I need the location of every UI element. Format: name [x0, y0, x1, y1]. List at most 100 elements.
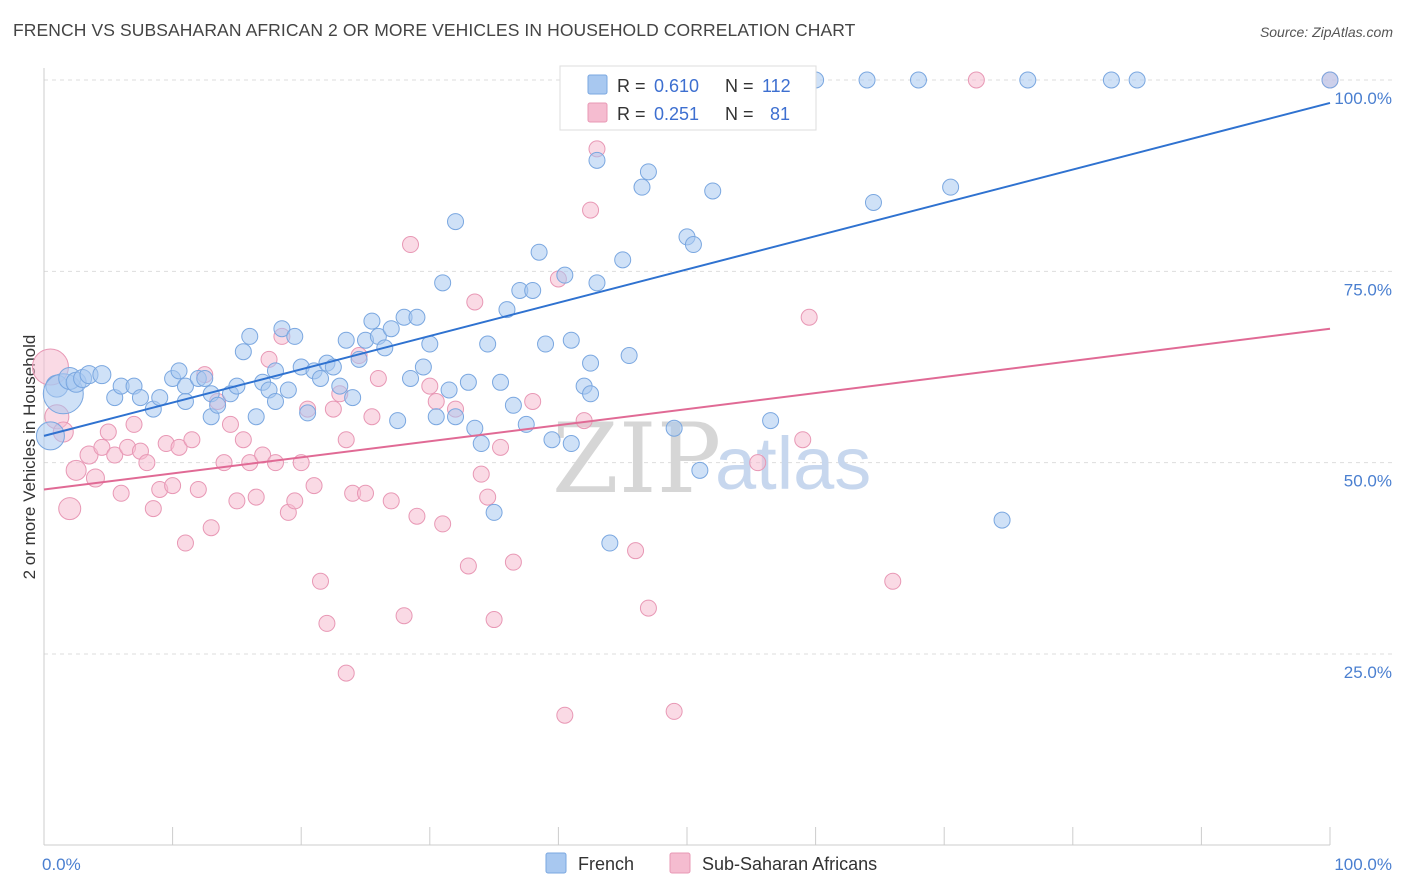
french-point	[286, 327, 304, 345]
french-point	[241, 327, 259, 345]
african-point	[228, 492, 246, 510]
y-tick-label: 75.0%	[1344, 280, 1392, 299]
french-point	[562, 435, 580, 453]
french-point	[582, 385, 600, 403]
french-point	[639, 163, 657, 181]
french-point	[691, 461, 709, 479]
french-point	[402, 369, 420, 387]
african-point	[357, 484, 374, 502]
african-point	[485, 611, 503, 629]
french-point	[472, 435, 490, 453]
french-point	[1321, 71, 1339, 89]
african-point	[164, 477, 182, 495]
african-point	[459, 557, 477, 575]
french-point	[170, 362, 188, 380]
french-point	[382, 320, 400, 338]
legend-n-value-french: 112	[762, 76, 791, 96]
watermark-atlas: atlas	[715, 422, 871, 505]
trend-line-african	[43, 327, 1331, 491]
axes	[43, 68, 1331, 846]
series-african-points	[31, 71, 1339, 724]
african-point	[318, 614, 336, 632]
french-point	[447, 213, 465, 231]
french-point	[247, 408, 265, 426]
x-tick-labels: 0.0% 100.0%	[42, 855, 1392, 874]
french-point	[909, 71, 927, 89]
french-point	[35, 421, 65, 451]
french-point	[858, 71, 876, 89]
chart-title: FRENCH VS SUBSAHARAN AFRICAN 2 OR MORE V…	[13, 20, 856, 40]
french-point	[466, 419, 484, 437]
african-point	[311, 572, 329, 590]
french-point	[151, 389, 169, 407]
african-point	[794, 431, 812, 449]
french-point	[762, 412, 780, 430]
african-point	[582, 201, 600, 219]
african-point	[639, 599, 657, 617]
french-point	[1128, 71, 1146, 89]
african-point	[183, 431, 201, 449]
african-point	[79, 445, 99, 465]
french-point	[408, 308, 426, 326]
african-point	[337, 664, 355, 682]
french-point	[504, 396, 522, 414]
french-point	[209, 396, 227, 414]
african-point	[286, 492, 304, 510]
legend-swatch-african	[587, 102, 608, 123]
french-point	[588, 151, 606, 169]
french-point	[620, 347, 638, 365]
french-point	[279, 381, 297, 399]
african-point	[369, 369, 387, 387]
y-tick-label: 25.0%	[1344, 663, 1392, 682]
legend-r-value-french: 0.610	[654, 76, 699, 96]
legend-swatch-french-bottom	[545, 852, 567, 874]
african-point	[58, 497, 82, 521]
french-point	[704, 182, 722, 200]
african-point	[324, 400, 342, 418]
y-tick-label: 50.0%	[1344, 472, 1392, 491]
french-point	[266, 392, 284, 410]
french-point	[492, 373, 510, 391]
african-point	[125, 415, 143, 433]
french-point	[498, 301, 516, 319]
y-tick-label: 100.0%	[1334, 89, 1392, 108]
african-point	[472, 465, 490, 483]
african-point	[382, 492, 400, 510]
french-point	[311, 369, 329, 387]
african-point	[627, 542, 645, 560]
legend-r-label-french: R =	[617, 76, 646, 96]
african-point	[337, 431, 355, 449]
legend-swatch-french	[587, 74, 608, 95]
source-label: Source: ZipAtlas.com	[1259, 24, 1393, 40]
african-point	[363, 408, 381, 426]
grid-lines	[44, 79, 1392, 655]
french-point	[524, 281, 542, 299]
african-point	[466, 293, 484, 311]
legend-label-french: French	[578, 854, 634, 874]
legend-label-african: Sub-Saharan Africans	[702, 854, 877, 874]
trend-lines	[43, 101, 1331, 491]
watermark: ZIP atlas	[552, 403, 871, 515]
french-point	[633, 178, 651, 196]
y-tick-labels: 25.0% 50.0% 75.0% 100.0%	[1334, 89, 1392, 682]
african-point	[234, 431, 252, 449]
african-point	[202, 519, 220, 537]
french-point	[331, 377, 349, 395]
french-point	[614, 251, 632, 269]
african-point	[421, 377, 439, 395]
african-point	[967, 71, 985, 89]
african-point	[221, 415, 239, 433]
series-legend: French Sub-Saharan Africans	[545, 852, 877, 874]
french-point	[479, 335, 497, 353]
african-point	[479, 488, 497, 506]
french-point	[447, 408, 465, 426]
african-point	[434, 515, 452, 533]
french-point	[1019, 71, 1037, 89]
x-tick-label: 0.0%	[42, 855, 81, 874]
french-point	[537, 335, 555, 353]
african-point	[556, 706, 574, 724]
african-point	[305, 477, 323, 495]
legend-r-value-african: 0.251	[654, 104, 699, 124]
french-point	[684, 236, 702, 254]
